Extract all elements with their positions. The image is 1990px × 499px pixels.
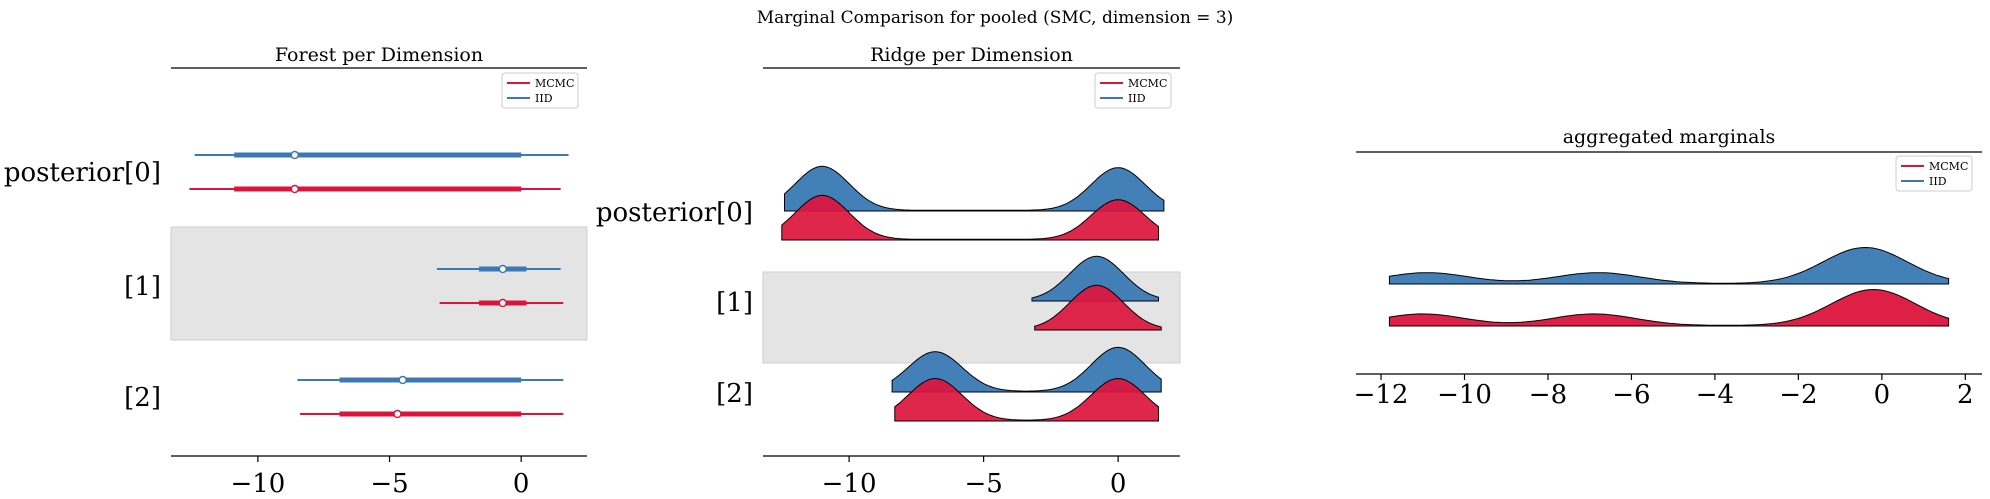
x-tick-label: 0 <box>1874 380 1891 410</box>
legend-frame <box>1094 72 1172 109</box>
point-estimate-mcmc <box>393 409 402 419</box>
legend: MCMC IID <box>501 72 579 109</box>
legend: MCMC IID <box>1094 72 1172 109</box>
panel-title: Ridge per Dimension <box>870 44 1073 66</box>
legend-label-iid: IID <box>1929 175 1947 188</box>
x-tick-label: −12 <box>1354 380 1409 410</box>
y-label-dim-2: [2] <box>716 379 753 409</box>
panel-3: aggregated marginals −12 −10 −8 −6 −4 −2 0 2 <box>1354 126 1982 410</box>
ridge-iid <box>1388 246 1950 285</box>
y-label-dim-0: posterior[0] <box>596 198 753 228</box>
ridge-mcmc <box>1034 284 1162 331</box>
ridge-iid <box>891 346 1162 393</box>
x-tick-label: −8 <box>1529 380 1567 410</box>
legend-label-iid: IID <box>535 92 553 105</box>
x-tick-label: −10 <box>822 469 877 499</box>
x-tick-label: −4 <box>1696 380 1734 410</box>
ridge-mcmc <box>894 378 1159 422</box>
point-estimate-mcmc <box>498 298 507 308</box>
panel-2: Ridge per Dimension −10 −5 0 posterior[0] [1]… <box>596 44 1181 499</box>
y-label-dim-0: posterior[0] <box>4 158 161 188</box>
x-tick-label: −10 <box>1437 380 1492 410</box>
y-label-dim-2: [2] <box>124 383 161 413</box>
legend: MCMC IID <box>1895 155 1973 192</box>
row-highlight-band <box>170 226 588 341</box>
point-estimate-iid <box>290 150 299 160</box>
legend-label-iid: IID <box>1128 92 1146 105</box>
panel-1: Forest per Dimension −10 −5 0 posterior[0] [1… <box>4 44 588 499</box>
ridge-iid <box>1031 255 1159 302</box>
legend-frame <box>501 72 579 109</box>
legend-label-mcmc: MCMC <box>1929 160 1968 173</box>
panel-title: aggregated marginals <box>1563 126 1776 148</box>
ridge-mcmc <box>781 194 1159 241</box>
figure-title: Marginal Comparison for pooled (SMC, dim… <box>757 8 1234 28</box>
panel-title: Forest per Dimension <box>275 44 483 66</box>
x-tick-label: −5 <box>370 469 408 499</box>
ridge-mcmc <box>1388 288 1950 327</box>
point-estimate-mcmc <box>290 184 299 194</box>
x-tick-label: 0 <box>1110 469 1127 499</box>
y-label-dim-1: [1] <box>124 272 161 302</box>
point-estimate-iid <box>398 375 407 385</box>
y-label-dim-1: [1] <box>716 288 753 318</box>
x-tick-label: −6 <box>1612 380 1650 410</box>
x-tick-label: −10 <box>230 469 285 499</box>
x-tick-label: 0 <box>513 469 530 499</box>
point-estimate-iid <box>498 264 507 274</box>
legend-label-mcmc: MCMC <box>535 77 574 90</box>
x-tick-label: −5 <box>964 469 1002 499</box>
legend-frame <box>1895 155 1973 192</box>
legend-label-mcmc: MCMC <box>1128 77 1167 90</box>
x-tick-label: −2 <box>1779 380 1817 410</box>
x-tick-label: 2 <box>1957 380 1974 410</box>
